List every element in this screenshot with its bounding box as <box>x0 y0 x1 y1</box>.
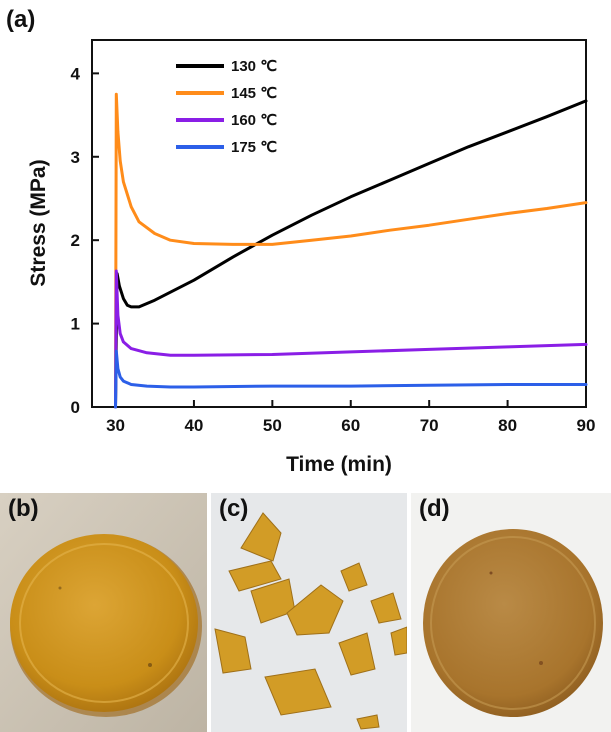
legend-label: 175 ℃ <box>231 139 277 156</box>
y-tick-label: 0 <box>71 398 80 417</box>
y-axis-title: Stress (MPa) <box>27 159 50 286</box>
plot-frame <box>91 39 587 408</box>
x-tick-label: 80 <box>498 416 517 435</box>
stress-relaxation-chart: (a) 30 40 50 60 70 80 90 0 1 2 3 4 130 ℃ 145 ℃ 160 ℃… <box>6 6 595 476</box>
series-lines <box>114 92 588 409</box>
y-tick-label: 1 <box>71 315 80 334</box>
series-line-2 <box>114 92 588 409</box>
x-tick-label: 90 <box>577 416 596 435</box>
panel-label-c: (c) <box>219 495 249 522</box>
panel-label-a: (a) <box>6 6 35 33</box>
legend-label: 130 ℃ <box>231 58 277 75</box>
series-line-4 <box>114 349 588 409</box>
photo-d-image <box>411 493 611 732</box>
y-tick-label: 2 <box>71 231 80 250</box>
legend-label: 145 ℃ <box>231 85 277 102</box>
x-tick-label: 70 <box>420 416 439 435</box>
panel-label-d: (d) <box>419 495 450 522</box>
legend: 130 ℃ 145 ℃ 160 ℃ 175 ℃ <box>176 58 277 156</box>
y-axis-ticks: 0 1 2 3 4 <box>71 64 99 417</box>
panel-label-b: (b) <box>8 495 39 522</box>
x-axis-title: Time (min) <box>286 453 392 476</box>
series-line-1 <box>114 99 588 409</box>
series-line-3 <box>114 269 588 409</box>
legend-label: 160 ℃ <box>231 112 277 129</box>
photo-b-image <box>0 493 207 732</box>
x-tick-label: 30 <box>106 416 125 435</box>
photo-d: (d) <box>411 493 611 732</box>
y-tick-label: 4 <box>71 64 81 83</box>
x-tick-label: 60 <box>341 416 360 435</box>
x-tick-label: 40 <box>184 416 203 435</box>
x-axis-ticks: 30 40 50 60 70 80 90 <box>106 400 595 435</box>
y-tick-label: 3 <box>71 148 80 167</box>
x-tick-label: 50 <box>263 416 282 435</box>
photo-c: (c) <box>211 493 407 732</box>
photo-b: (b) <box>0 493 207 732</box>
photo-c-image <box>211 493 407 732</box>
